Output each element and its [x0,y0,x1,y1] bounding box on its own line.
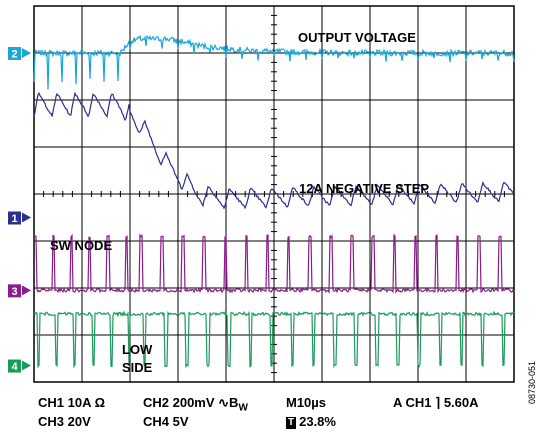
trigger-t-icon: T [286,417,297,429]
channel-3-marker [8,284,21,298]
footer-ch2: CH2 200mV ∿BW [143,395,248,414]
channel-1-marker [8,211,21,225]
channel-1-label: 1 [11,213,17,225]
ch1-trace [33,91,515,210]
channel-2-label: 2 [11,49,17,61]
ch3-trace [33,233,515,295]
label-sw-node: SW NODE [50,238,112,253]
channel-3-label: 3 [11,286,17,298]
channel-3-arrow [22,285,31,296]
channel-4-label: 4 [11,361,18,373]
label-low: LOW [122,342,153,357]
footer-ch2-text: CH2 200mV ∿B [143,395,239,410]
footer-position-value: 23.8% [299,414,336,429]
channel-1-arrow [22,212,31,223]
channel-4-marker [8,359,21,373]
ch2-trace [33,34,515,90]
channel-markers: 2 1 3 4 [8,47,31,373]
footer-trigger: A CH1 ⌉ 5.60A [393,395,479,410]
label-negative-step: 12A NEGATIVE STEP [299,181,429,196]
label-side: SIDE [122,360,153,375]
traces [33,34,515,369]
figure-id: 08730-051 [527,360,537,404]
grid [34,6,514,382]
footer-ch2-sub: W [238,402,248,414]
label-output-voltage: OUTPUT VOLTAGE [298,30,416,45]
channel-4-arrow [22,360,31,371]
footer-ch4: CH4 5V [143,414,189,429]
footer-ch3: CH3 20V [38,414,91,429]
footer-trigger-position: T 23.8% [286,414,336,429]
channel-2-marker [8,47,21,60]
footer-ch1: CH1 10A Ω [38,395,106,410]
footer-timebase: M10µs [286,395,327,410]
channel-2-arrow [22,48,31,58]
ch4-trace [33,310,515,369]
oscilloscope-chart: 2 1 3 4 OUTPUT VOLTAGE 12A NEGATIVE STEP SW… [8,5,515,383]
